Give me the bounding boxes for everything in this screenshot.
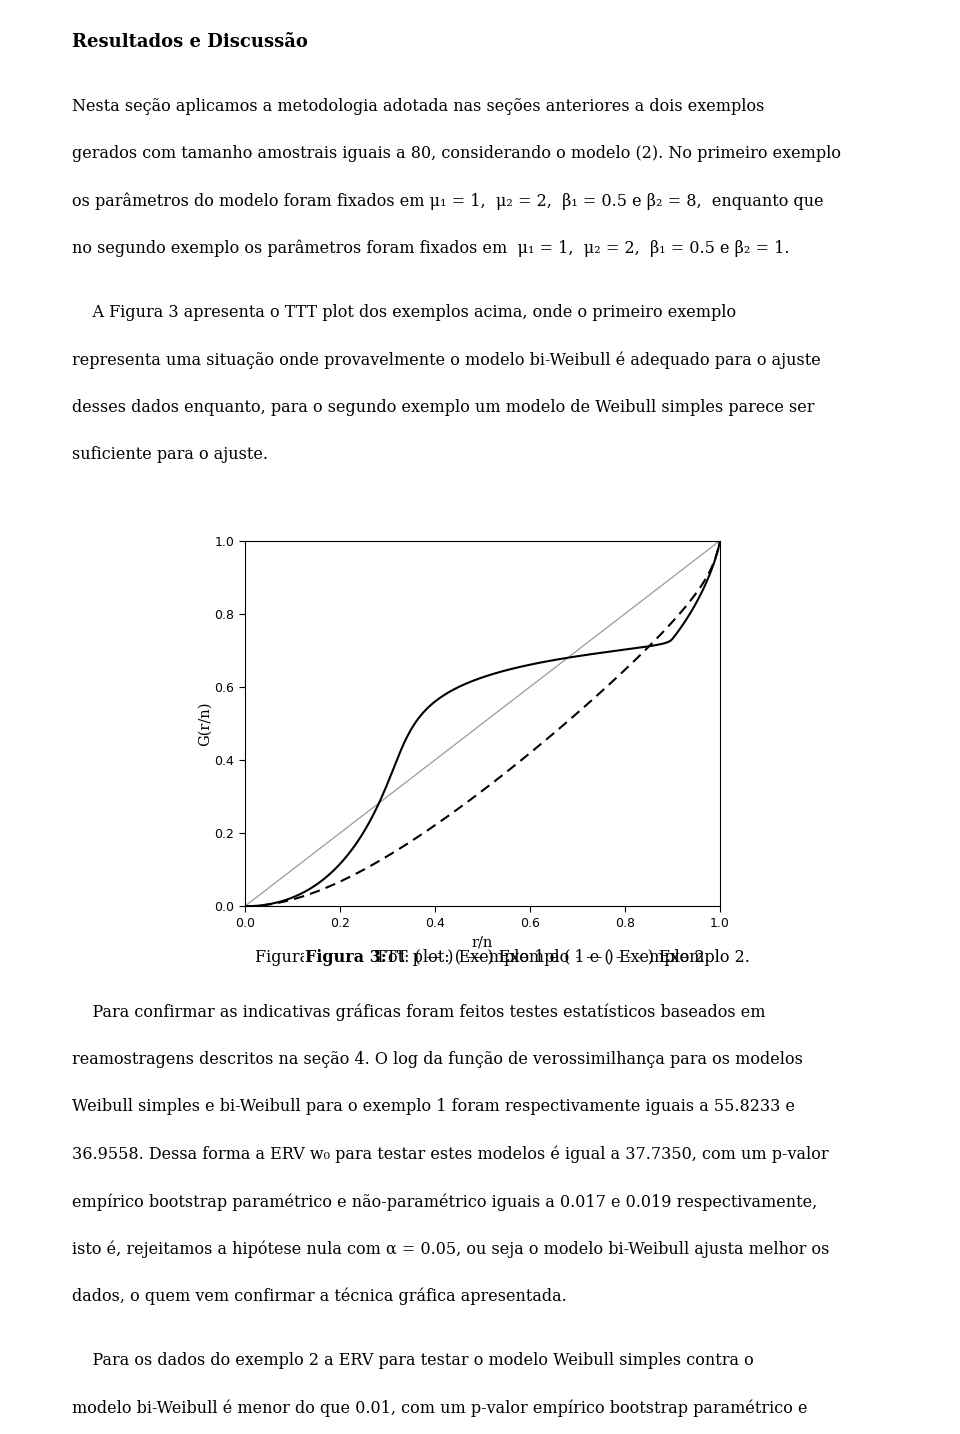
Text: os parâmetros do modelo foram fixados em μ₁ = 1,  μ₂ = 2,  β₁ = 0.5 e β₂ = 8,  e: os parâmetros do modelo foram fixados em… <box>72 192 824 209</box>
Text: 36.9558. Dessa forma a ERV w₀ para testar estes modelos é igual a 37.7350, com u: 36.9558. Dessa forma a ERV w₀ para testa… <box>72 1146 828 1163</box>
Text: gerados com tamanho amostrais iguais a 80, considerando o modelo (2). No primeir: gerados com tamanho amostrais iguais a 8… <box>72 145 841 162</box>
Text: dados, o quem vem confirmar a técnica gráfica apresentada.: dados, o quem vem confirmar a técnica gr… <box>72 1288 566 1305</box>
Text: Resultados e Discussão: Resultados e Discussão <box>72 33 308 52</box>
X-axis label: r/n: r/n <box>471 935 493 949</box>
Text: isto é, rejeitamos a hipótese nula com α = 0.05, ou seja o modelo bi-Weibull aju: isto é, rejeitamos a hipótese nula com α… <box>72 1240 829 1258</box>
Text: TTT plot: ( — ) Exemplo 1 e ( - - - ) Exemplo 2.: TTT plot: ( — ) Exemplo 1 e ( - - - ) Ex… <box>370 949 750 967</box>
Text: modelo bi-Weibull é menor do que 0.01, com um p-valor empírico bootstrap paramét: modelo bi-Weibull é menor do que 0.01, c… <box>72 1400 807 1417</box>
Y-axis label: G(r/n): G(r/n) <box>198 701 211 746</box>
Text: Nesta seção aplicamos a metodologia adotada nas seções anteriores a dois exemplo: Nesta seção aplicamos a metodologia adot… <box>72 98 764 115</box>
Text: Para confirmar as indicativas gráficas foram feitos testes estatísticos baseados: Para confirmar as indicativas gráficas f… <box>72 1004 765 1021</box>
Text: Para os dados do exemplo 2 a ERV para testar o modelo Weibull simples contra o: Para os dados do exemplo 2 a ERV para te… <box>72 1352 754 1369</box>
Text: A Figura 3 apresenta o TTT plot dos exemplos acima, onde o primeiro exemplo: A Figura 3 apresenta o TTT plot dos exem… <box>72 304 736 321</box>
Text: suficiente para o ajuste.: suficiente para o ajuste. <box>72 446 268 463</box>
Text: Figura 3: TTT plot: ( — ) Exemplo 1 e ( - - - ) Exemplo 2.: Figura 3: TTT plot: ( — ) Exemplo 1 e ( … <box>255 949 709 967</box>
Text: reamostragens descritos na seção 4. O log da função de verossimilhança para os m: reamostragens descritos na seção 4. O lo… <box>72 1051 803 1068</box>
Text: empírico bootstrap paramétrico e não-paramétrico iguais a 0.017 e 0.019 respecti: empírico bootstrap paramétrico e não-par… <box>72 1193 817 1210</box>
Text: no segundo exemplo os parâmetros foram fixados em  μ₁ = 1,  μ₂ = 2,  β₁ = 0.5 e : no segundo exemplo os parâmetros foram f… <box>72 239 789 257</box>
Text: representa uma situação onde provavelmente o modelo bi-Weibull é adequado para o: representa uma situação onde provavelmen… <box>72 351 821 369</box>
Text: Figura 3:: Figura 3: <box>304 949 387 967</box>
Text: Weibull simples e bi-Weibull para o exemplo 1 foram respectivamente iguais a 55.: Weibull simples e bi-Weibull para o exem… <box>72 1098 795 1116</box>
Text: desses dados enquanto, para o segundo exemplo um modelo de Weibull simples parec: desses dados enquanto, para o segundo ex… <box>72 399 814 416</box>
